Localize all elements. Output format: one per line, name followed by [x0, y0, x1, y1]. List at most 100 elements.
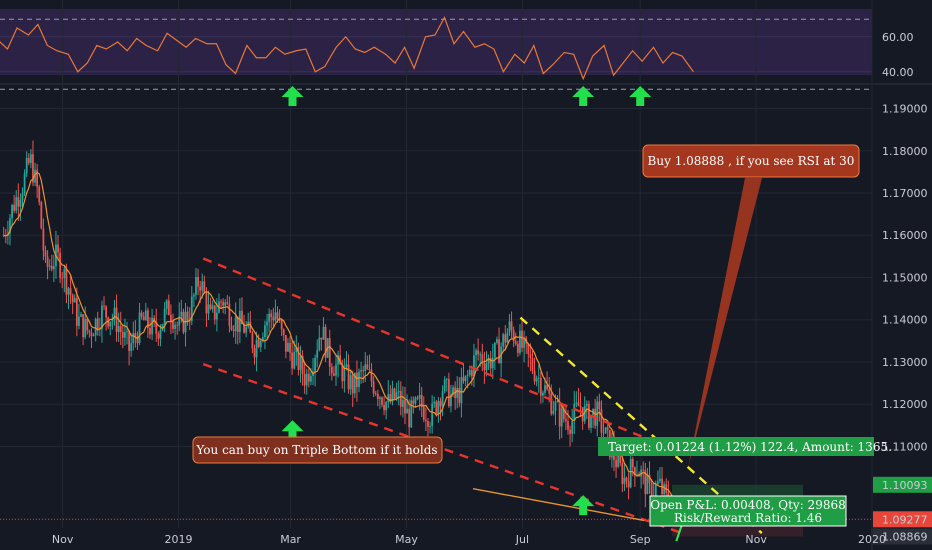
candle-body: [96, 318, 99, 330]
candle-body: [197, 276, 199, 287]
candle-body: [259, 340, 262, 348]
candle-body: [151, 317, 153, 335]
candle-body: [272, 316, 275, 321]
candle-body: [502, 334, 505, 347]
candle-body: [178, 316, 181, 326]
candle-body: [234, 316, 237, 332]
price-tag-label: 1.09277: [882, 513, 928, 526]
rsi-pane: [0, 16, 872, 90]
candle-body: [255, 339, 258, 358]
rsi-line: [0, 16, 694, 81]
candle-body: [86, 318, 89, 331]
candle-body: [46, 256, 49, 267]
candle-body: [44, 250, 47, 257]
candle-body: [128, 331, 130, 351]
candle-body: [167, 300, 170, 316]
candle-body: [121, 331, 124, 338]
candle-body: [293, 352, 296, 369]
candle-body: [276, 312, 279, 320]
candle-body: [295, 347, 298, 353]
candle-body: [11, 204, 13, 219]
candle-body: [186, 311, 189, 321]
candle-body: [464, 375, 467, 382]
candle-body: [429, 426, 431, 427]
candle-body: [25, 157, 28, 174]
candle-body: [489, 358, 492, 369]
candle-body: [654, 483, 657, 496]
price-tick-label: 1.17000: [882, 187, 928, 200]
candle-body: [512, 330, 515, 342]
candle-body: [84, 318, 87, 338]
triple-bottom-callout[interactable]: You can buy on Triple Bottom if it holds: [192, 436, 443, 464]
time-tick-label: Nov: [52, 533, 74, 546]
pnl-box[interactable]: Open P&L: 0.00408, Qty: 29868 Risk/Rewar…: [649, 495, 847, 527]
candle-body: [546, 385, 548, 390]
arrow-shape: [629, 86, 652, 106]
price-tag-label: 1.10093: [882, 479, 928, 492]
candle-body: [552, 411, 555, 414]
candle-body: [617, 453, 620, 467]
candle-body: [581, 407, 584, 422]
candle-body: [232, 329, 235, 332]
candle-body: [238, 310, 241, 332]
arrow-shape: [281, 86, 304, 106]
candle-body: [88, 330, 91, 333]
candle-body: [370, 369, 373, 382]
target-label[interactable]: Target: 0.01224 (1.12%) 122.4, Amount: 1…: [598, 437, 892, 456]
candle-body: [278, 319, 281, 321]
candle-body: [59, 252, 62, 278]
candle-body: [376, 393, 379, 400]
price-tag-box: [873, 511, 932, 528]
candle-body: [36, 169, 39, 187]
candle-body: [625, 477, 628, 482]
candle-body: [289, 342, 291, 353]
triple-bottom-callout-text: You can buy on Triple Bottom if it holds: [195, 443, 437, 457]
candle-body: [659, 478, 661, 482]
candle-body: [161, 324, 164, 331]
channel-lower: [202, 362, 683, 535]
candle-body: [103, 305, 105, 307]
candle-body: [333, 373, 335, 376]
candle-body: [523, 337, 526, 348]
open-pnl-text: Open P&L: 0.00408, Qty: 29868: [650, 498, 845, 512]
candle-body: [209, 304, 212, 310]
price-tick-label: 1.13000: [882, 356, 928, 369]
candle-body: [226, 302, 229, 304]
candle-body: [318, 337, 321, 351]
candle-body: [353, 372, 356, 394]
arrow-up-mar: [281, 420, 304, 441]
candle-body: [207, 304, 210, 314]
candle-body: [481, 354, 484, 364]
candle-body: [107, 317, 110, 327]
rsi-arrow-sep: [629, 86, 652, 106]
candle-body: [305, 373, 308, 386]
candle-body: [441, 391, 444, 407]
candle-body: [50, 265, 53, 270]
candle-body: [324, 326, 327, 358]
candle-body: [316, 350, 319, 359]
candle-body: [648, 474, 651, 483]
candle-body: [80, 314, 82, 317]
candle-body: [537, 377, 540, 379]
candle-body: [585, 403, 588, 406]
candle-body: [119, 326, 122, 332]
candle-body: [241, 310, 243, 325]
candle-body: [63, 269, 66, 278]
candle-body: [115, 307, 118, 332]
candle-body: [176, 324, 179, 326]
buy-callout[interactable]: Buy 1.08888 , if you see RSI at 30: [642, 144, 860, 468]
candle-body: [393, 388, 396, 399]
buy-callout-text: Buy 1.08888 , if you see RSI at 30: [648, 154, 855, 168]
candle-body: [280, 319, 283, 330]
candle-body: [550, 393, 553, 414]
candle-body: [562, 408, 565, 420]
candle-body: [621, 463, 624, 485]
candle-body: [341, 364, 344, 382]
candle-body: [90, 332, 93, 337]
candle-body: [132, 333, 135, 344]
candle-body: [491, 357, 494, 369]
price-tick-label: 1.15000: [882, 271, 928, 284]
candle-body: [604, 427, 607, 434]
